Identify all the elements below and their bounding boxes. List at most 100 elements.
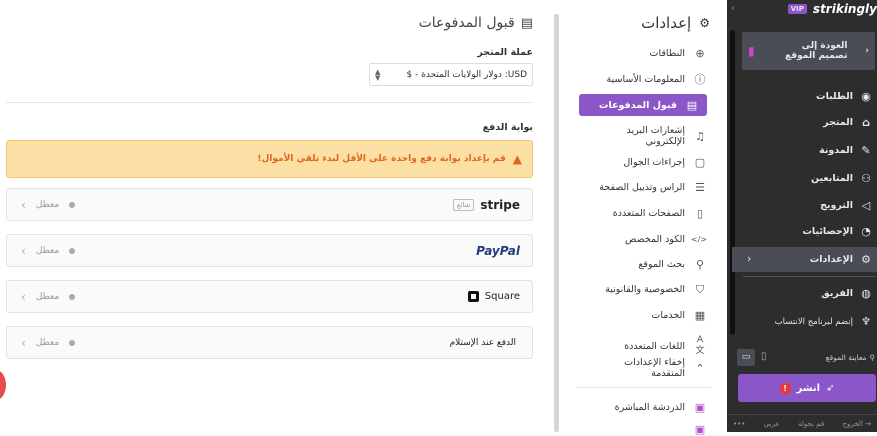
currency-label: عملة المتجر — [477, 47, 533, 58]
back-to-editor-button[interactable]: ‹ العودة إلى تصميم الموقع ▮ — [742, 32, 875, 70]
status-dot — [69, 201, 76, 208]
help-bubble[interactable] — [0, 370, 6, 400]
sidebar-promote[interactable]: ◁ الترويج — [742, 199, 877, 212]
exit-link[interactable]: → الخروج — [842, 419, 871, 428]
nav-multiple-pages[interactable]: ▯ الصفحات المتعددة — [579, 208, 707, 219]
chevron-left-icon: ‹ — [21, 197, 26, 212]
nav-mobile-actions[interactable]: ▢ إجراءات الجوال — [623, 156, 706, 169]
code-icon: </> — [690, 235, 707, 244]
stripe-logo: stripe — [480, 197, 520, 212]
divider — [6, 102, 533, 103]
sidebar-orders[interactable]: ◉ الطلبات — [742, 90, 877, 103]
sidebar-footer: → الخروج قم بجولة عربي ••• — [727, 414, 877, 432]
users-icon: ⚇ — [861, 172, 871, 185]
publish-button[interactable]: ➶ انشر! — [738, 374, 876, 402]
membership-icon: ▣ — [694, 423, 706, 436]
sidebar-affiliate[interactable]: ♆ إنضم لبرنامج الانتساب — [742, 315, 877, 328]
sidebar-blog[interactable]: ✎ المدونة — [742, 144, 877, 157]
settings-nav: ⚙ إعدادات ⊕ النطاقات ⓘ المعلومات الأساسية ▤… — [560, 0, 727, 435]
nav-more-item[interactable]: ▣ — [579, 424, 707, 435]
desktop-icon: ▭ — [741, 352, 751, 362]
mobile-icon: ▢ — [694, 156, 706, 169]
sidebar-team[interactable]: ◍ الفريق — [742, 287, 877, 300]
nav-multilingual[interactable]: A文 اللغات المتعددة — [579, 335, 707, 357]
gateway-stripe[interactable]: شائع stripe ‹ معطل — [6, 188, 533, 221]
nav-site-search[interactable]: ⚲ بحث الموقع — [579, 259, 707, 270]
pages-icon: ▯ — [696, 207, 704, 220]
scrollbar[interactable] — [554, 14, 559, 432]
status-dot — [69, 293, 76, 300]
nav-basic-info[interactable]: ⓘ المعلومات الأساسية — [606, 73, 706, 86]
logo: strikingly VIP — [787, 2, 877, 16]
nav-email-notifications[interactable]: ♫ إشعارات البريد الإلكتروني — [579, 125, 707, 147]
chat-icon: ▣ — [694, 401, 706, 414]
chevron-left-icon: ‹ — [21, 335, 26, 350]
chevron-left-icon: ‹ — [747, 252, 752, 265]
warning-alert: ▲ قم بإعداد بوابة دفع واحدة على الأقل لبد… — [6, 140, 533, 178]
search-icon: ⚲ — [869, 353, 876, 362]
sidebar-settings-label: ⚙ الإعدادات — [757, 253, 877, 266]
gateway-label: بوابة الدفع — [482, 122, 533, 133]
square-logo-icon — [467, 291, 479, 302]
translate-icon: A文 — [695, 335, 705, 356]
editor-icon: ▮ — [748, 44, 755, 58]
more-icon[interactable]: ••• — [733, 419, 746, 428]
gateway-square[interactable]: Square ‹ معطل — [6, 280, 533, 313]
desktop-view-button[interactable]: ▭ — [737, 349, 755, 366]
grid-icon: ▦ — [694, 309, 706, 322]
globe-icon: ⊕ — [695, 47, 705, 60]
nav-custom-code[interactable]: </> الكود المخصص — [625, 234, 707, 245]
trophy-icon: ♆ — [861, 315, 871, 328]
sidebar-scrollbar[interactable] — [730, 30, 735, 335]
gateway-paypal[interactable]: PayPal ‹ معطل — [6, 234, 533, 267]
dark-sidebar: › strikingly VIP ‹ العودة إلى تصميم الموق… — [727, 0, 877, 432]
dollar-icon: ◉ — [861, 90, 871, 103]
sidebar-analytics[interactable]: ◔ الإحصائيات — [742, 225, 877, 238]
alert-icon: ! — [779, 382, 791, 394]
mobile-icon: ▯ — [761, 351, 767, 362]
payment-icon: ▤ — [520, 15, 533, 31]
settings-title: ⚙ إعدادات — [641, 14, 710, 32]
info-icon: ⓘ — [694, 73, 706, 86]
language-link[interactable]: عربي — [763, 419, 780, 428]
currency-select[interactable]: USD: دولار الولايات المتحدة - $ ▲ ▼ — [369, 63, 533, 86]
payment-icon: ▤ — [686, 98, 698, 112]
status-dot — [69, 247, 76, 254]
gear-icon: ⚙ — [699, 16, 710, 30]
chevron-up-icon: ⌃ — [695, 361, 705, 375]
sidebar-store[interactable]: ⌂ المتجر — [742, 116, 877, 129]
sidebar-settings[interactable]: ‹ ⚙ الإعدادات — [732, 247, 877, 272]
shield-icon: ⛉ — [695, 283, 705, 296]
gateway-cash-on-delivery[interactable]: الدفع عند الإستلام ‹ معطل — [6, 326, 533, 359]
preview-site-link[interactable]: ⚲ معاينة الموقع — [825, 353, 876, 362]
page-title: ▤ قبول المدفوعات — [418, 15, 533, 31]
payments-panel: ▤ قبول المدفوعات عملة المتجر USD: دولار ا… — [0, 15, 533, 400]
mobile-view-button[interactable]: ▯ — [761, 351, 767, 362]
popular-badge: شائع — [452, 198, 475, 211]
nav-hide-advanced[interactable]: ⌃ إخفاء الإعدادات المتقدمة — [579, 357, 707, 379]
nav-domains[interactable]: ⊕ النطاقات — [579, 48, 707, 59]
status-dot — [69, 339, 76, 346]
megaphone-icon: ◁ — [861, 199, 871, 212]
team-icon: ◍ — [861, 287, 871, 300]
nav-payments[interactable]: ▤ قبول المدفوعات — [579, 94, 707, 116]
gear-icon: ⚙ — [861, 253, 871, 266]
pen-icon: ✎ — [861, 144, 871, 157]
collapse-icon[interactable]: › — [731, 3, 735, 14]
store-icon: ⌂ — [862, 116, 870, 129]
stepper-icon: ▲ ▼ — [375, 67, 381, 82]
header-footer-icon: ☰ — [695, 181, 705, 194]
tour-link[interactable]: قم بجولة — [797, 419, 825, 428]
search-icon: ⚲ — [695, 258, 705, 271]
rocket-icon: ➶ — [826, 382, 835, 394]
arrow-right-icon: → — [865, 419, 871, 428]
chevron-left-icon: ‹ — [21, 289, 26, 304]
nav-services[interactable]: ▦ الخدمات — [651, 309, 706, 322]
nav-live-chat[interactable]: ▣ الدردشة المباشرة — [614, 401, 706, 414]
warning-icon: ▲ — [512, 152, 522, 166]
sidebar-followers[interactable]: ⚇ المتابعين — [742, 172, 877, 185]
bell-icon: ♫ — [695, 129, 705, 143]
nav-header-footer[interactable]: ☰ الراس وتذييل الصفحة — [579, 182, 707, 193]
nav-privacy-legal[interactable]: ⛉ الخصوصية والقانونية — [579, 284, 707, 295]
divider — [576, 387, 711, 388]
